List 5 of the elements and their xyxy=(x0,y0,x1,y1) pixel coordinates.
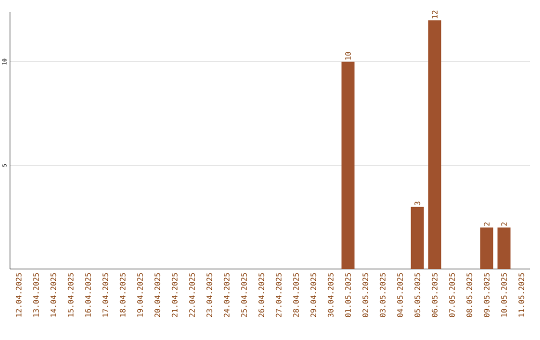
bar xyxy=(428,20,442,269)
bar xyxy=(342,62,355,269)
bar xyxy=(498,228,511,269)
bar xyxy=(480,228,494,269)
bar xyxy=(410,206,424,269)
